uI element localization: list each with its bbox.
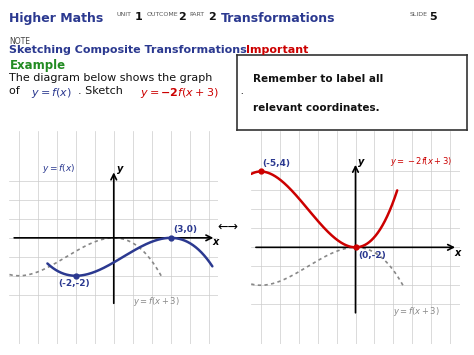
Text: y: y xyxy=(358,157,365,167)
Text: y: y xyxy=(117,164,123,174)
Text: OUTCOME: OUTCOME xyxy=(147,12,179,17)
Text: $y=f(x+3)$: $y=f(x+3)$ xyxy=(133,295,180,308)
Text: The diagram below shows the graph: The diagram below shows the graph xyxy=(9,73,213,83)
Text: x: x xyxy=(212,237,219,247)
Text: Higher Maths: Higher Maths xyxy=(9,12,104,26)
Text: (-5,4): (-5,4) xyxy=(263,159,291,168)
Text: $y = f(x)$: $y = f(x)$ xyxy=(31,86,72,100)
Text: $y=-2f(x+3)$: $y=-2f(x+3)$ xyxy=(390,155,452,168)
Text: .: . xyxy=(237,86,244,96)
Text: relevant coordinates.: relevant coordinates. xyxy=(253,104,380,114)
Text: SLIDE: SLIDE xyxy=(410,12,428,17)
Text: PART: PART xyxy=(190,12,205,17)
Text: (3,0): (3,0) xyxy=(173,225,198,234)
Text: Important: Important xyxy=(246,45,309,55)
Text: (0,-2): (0,-2) xyxy=(358,251,386,260)
Text: ←→: ←→ xyxy=(217,221,238,234)
Text: 1: 1 xyxy=(135,12,143,22)
Text: 2: 2 xyxy=(209,12,216,22)
Text: Example: Example xyxy=(9,59,65,72)
Text: x: x xyxy=(454,248,460,258)
Text: Sketching Composite Transformations: Sketching Composite Transformations xyxy=(9,45,247,55)
Text: (-2,-2): (-2,-2) xyxy=(58,279,90,288)
Text: of: of xyxy=(9,86,27,96)
Text: Transformations: Transformations xyxy=(220,12,335,26)
Text: 5: 5 xyxy=(429,12,437,22)
Text: $y = \mathbf{-2}f(x + 3)$: $y = \mathbf{-2}f(x + 3)$ xyxy=(140,86,219,100)
Text: $y=f(x)$: $y=f(x)$ xyxy=(42,163,75,175)
Text: . Sketch: . Sketch xyxy=(78,86,130,96)
Text: $y=f(x+3)$: $y=f(x+3)$ xyxy=(393,305,440,318)
Text: NOTE: NOTE xyxy=(9,37,30,46)
Text: 2: 2 xyxy=(178,12,185,22)
Text: UNIT: UNIT xyxy=(116,12,131,17)
Text: Remember to label all: Remember to label all xyxy=(253,74,383,84)
